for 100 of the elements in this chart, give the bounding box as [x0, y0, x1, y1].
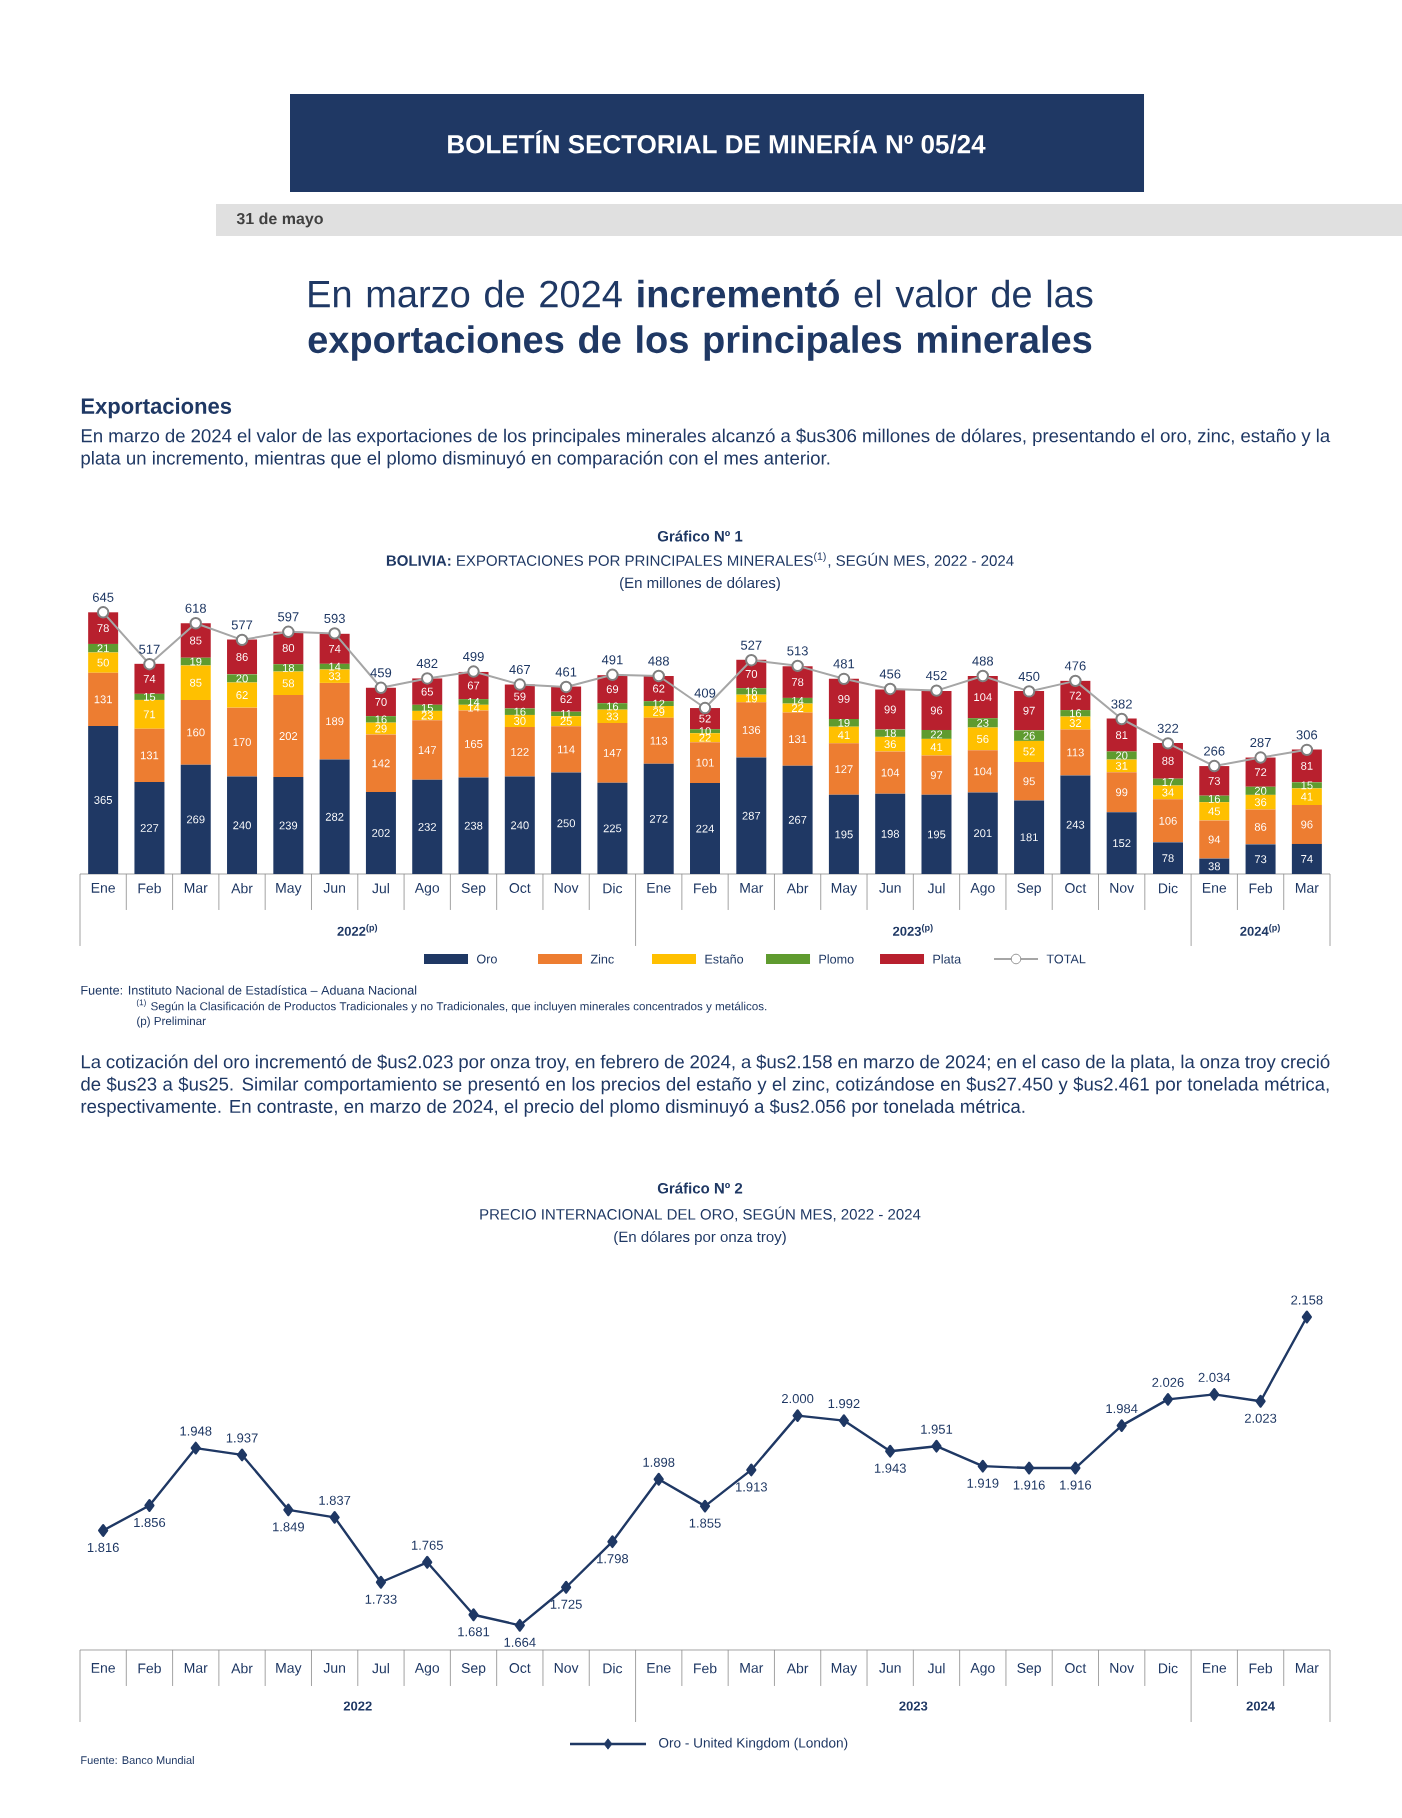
bar	[227, 707, 258, 777]
point	[930, 684, 943, 697]
bar	[319, 663, 350, 670]
bar	[643, 763, 674, 874]
bar	[273, 777, 304, 874]
bar	[875, 793, 906, 874]
point	[236, 1448, 248, 1462]
bar	[1152, 778, 1183, 786]
bar	[458, 777, 489, 874]
point	[698, 701, 712, 715]
bar	[1245, 844, 1276, 874]
bar	[504, 727, 535, 777]
bar	[458, 710, 489, 778]
bar	[180, 665, 211, 700]
point	[282, 625, 295, 638]
bar	[921, 691, 952, 730]
text: 31 de mayo	[236, 212, 323, 228]
point	[329, 1510, 340, 1524]
bar	[828, 794, 859, 874]
bar	[828, 743, 859, 795]
point	[559, 680, 573, 694]
bar	[319, 759, 350, 874]
bar	[504, 708, 535, 715]
bar	[597, 782, 628, 874]
bar	[597, 703, 628, 710]
bar	[227, 776, 258, 874]
point	[468, 1608, 479, 1622]
point	[1023, 1461, 1035, 1475]
point	[513, 678, 527, 691]
bar	[1106, 751, 1137, 760]
bar	[1060, 716, 1091, 730]
bar	[1199, 802, 1230, 821]
bar	[412, 779, 443, 874]
point	[283, 1503, 294, 1517]
point	[1069, 674, 1082, 688]
point	[606, 668, 619, 681]
bar	[828, 719, 859, 727]
bar	[227, 682, 258, 708]
point	[837, 672, 851, 686]
bar	[551, 726, 582, 773]
bar	[967, 727, 998, 751]
bar	[1014, 691, 1045, 731]
bar	[1291, 805, 1322, 844]
point	[1162, 1392, 1174, 1406]
point	[422, 1555, 433, 1569]
bar	[643, 701, 674, 707]
bar	[643, 717, 674, 764]
bar	[134, 781, 165, 874]
annotation: En marzo de 2024 incrementó el valor de las exportaciones de los principales minerales	[308, 279, 1093, 361]
point	[885, 1444, 896, 1458]
point	[745, 653, 758, 667]
point	[977, 1459, 988, 1473]
bar	[967, 792, 998, 874]
point	[328, 627, 341, 640]
bar	[1014, 730, 1045, 741]
bar	[273, 671, 304, 696]
point	[1115, 712, 1128, 726]
bar	[1152, 842, 1183, 874]
point	[190, 1441, 201, 1455]
point	[374, 681, 388, 694]
point	[791, 659, 804, 673]
bar	[1014, 800, 1045, 874]
bar	[273, 695, 304, 778]
point	[514, 1618, 525, 1632]
point	[1070, 1461, 1081, 1475]
point	[421, 672, 434, 685]
point	[884, 682, 897, 696]
point	[653, 1472, 664, 1486]
bar	[1014, 740, 1045, 763]
bar	[1245, 809, 1276, 845]
bar	[458, 699, 489, 705]
point	[1161, 737, 1175, 750]
bar	[921, 794, 952, 874]
bar	[180, 699, 211, 765]
bar	[828, 726, 859, 744]
bar	[180, 764, 211, 874]
text: BOLETÍN SECTORIAL DE MINERÍA Nº 05/24	[448, 130, 986, 154]
bar	[967, 718, 998, 728]
point	[1254, 751, 1267, 764]
bar	[134, 699, 165, 729]
point	[98, 1524, 109, 1537]
point	[143, 658, 156, 671]
bar	[365, 716, 396, 723]
point	[189, 617, 202, 630]
point	[607, 1535, 618, 1549]
bar	[921, 755, 952, 795]
bar	[875, 689, 906, 730]
bar	[1060, 729, 1091, 776]
point	[561, 1580, 572, 1594]
bar	[1291, 843, 1322, 874]
bar	[1106, 772, 1137, 813]
bar	[828, 678, 859, 719]
bar	[967, 750, 998, 793]
bar	[736, 757, 767, 874]
bar	[551, 772, 582, 874]
point	[144, 1499, 155, 1512]
point	[1300, 743, 1314, 757]
bar	[88, 725, 119, 874]
bar	[1060, 775, 1091, 874]
bar	[273, 664, 304, 672]
